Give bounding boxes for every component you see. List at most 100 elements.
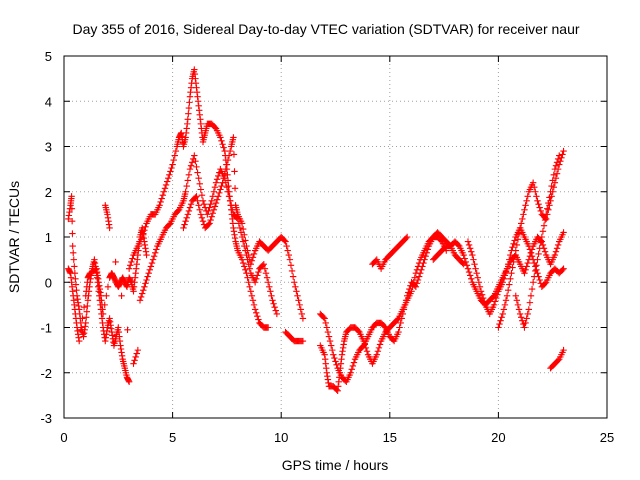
- data-point: [296, 301, 303, 309]
- data-point: [156, 202, 163, 209]
- data-point: [556, 152, 563, 159]
- data-point: [101, 301, 108, 309]
- data-point: [270, 300, 277, 307]
- data-point: [285, 251, 293, 259]
- data-point: [72, 275, 79, 283]
- data-point: [297, 306, 304, 313]
- series-naur-k: [464, 224, 567, 318]
- data-point: [525, 242, 533, 250]
- data-point: [465, 268, 473, 276]
- data-point: [188, 159, 196, 166]
- data-point: [225, 193, 233, 200]
- data-point: [548, 182, 555, 190]
- data-point: [286, 256, 294, 263]
- data-point: [159, 191, 167, 199]
- data-point: [198, 214, 206, 221]
- data-point: [255, 316, 262, 323]
- data-point: [298, 310, 306, 318]
- data-point: [552, 174, 560, 182]
- data-point: [476, 283, 484, 290]
- data-point: [533, 193, 540, 200]
- data-point: [532, 188, 539, 195]
- data-point: [242, 237, 249, 244]
- data-point: [138, 290, 146, 297]
- data-point: [464, 265, 472, 272]
- data-point: [397, 319, 404, 327]
- data-point: [248, 292, 256, 300]
- data-point: [528, 285, 536, 293]
- data-point: [76, 337, 83, 345]
- data-point: [206, 220, 213, 227]
- data-point: [395, 328, 402, 336]
- data-point: [552, 162, 560, 169]
- data-point: [325, 333, 333, 340]
- x-tick-label: 15: [383, 430, 397, 445]
- data-point: [551, 165, 559, 173]
- data-point: [187, 162, 195, 169]
- data-point: [324, 328, 332, 336]
- data-point: [333, 361, 340, 369]
- data-point: [131, 357, 138, 364]
- y-tick-label: 2: [45, 185, 52, 200]
- data-point: [510, 258, 517, 266]
- data-point: [224, 171, 231, 178]
- data-point: [143, 276, 150, 284]
- data-point: [241, 263, 248, 270]
- data-point: [424, 246, 432, 253]
- data-point: [238, 220, 246, 227]
- data-point: [147, 263, 155, 270]
- data-point: [72, 281, 80, 288]
- data-point: [82, 319, 89, 327]
- data-point: [464, 238, 472, 245]
- data-point: [331, 354, 338, 362]
- data-point: [220, 174, 227, 182]
- data-point: [510, 240, 517, 247]
- data-point: [157, 198, 164, 206]
- data-point: [559, 266, 566, 274]
- data-point: [242, 266, 249, 274]
- data-point: [494, 291, 501, 298]
- data-point: [531, 273, 538, 280]
- data-point: [475, 279, 483, 286]
- data-point: [264, 279, 272, 286]
- data-point: [504, 260, 512, 268]
- data-point: [103, 292, 110, 300]
- data-point: [559, 151, 566, 158]
- data-point: [299, 337, 307, 345]
- data-point: [211, 184, 219, 191]
- data-point: [473, 270, 480, 277]
- data-point: [184, 177, 192, 184]
- data-point: [507, 275, 514, 283]
- data-point: [195, 202, 202, 209]
- data-point: [402, 297, 410, 304]
- data-point: [172, 147, 180, 155]
- data-point: [405, 289, 412, 296]
- data-point: [272, 307, 279, 314]
- data-point: [231, 168, 238, 175]
- data-point: [186, 165, 194, 173]
- data-point: [536, 204, 543, 211]
- data-point: [263, 274, 271, 281]
- data-point: [129, 255, 136, 262]
- data-point: [474, 274, 481, 281]
- chart-title: Day 355 of 2016, Sidereal Day-to-day VTE…: [72, 21, 579, 37]
- data-point: [502, 268, 510, 276]
- data-point: [261, 265, 269, 272]
- data-point: [269, 297, 276, 304]
- data-point: [180, 224, 187, 232]
- data-point: [545, 206, 552, 214]
- data-point: [161, 185, 169, 192]
- data-point: [327, 342, 335, 349]
- data-point: [247, 260, 254, 268]
- data-point: [182, 188, 189, 195]
- data-point: [547, 188, 554, 195]
- data-point: [193, 163, 200, 171]
- data-point: [184, 116, 192, 123]
- data-point: [71, 263, 78, 270]
- data-point: [329, 346, 336, 354]
- series-naur-e: [180, 134, 307, 322]
- data-point: [415, 273, 423, 280]
- data-point: [144, 273, 151, 280]
- data-point: [213, 196, 221, 203]
- data-point: [181, 221, 188, 228]
